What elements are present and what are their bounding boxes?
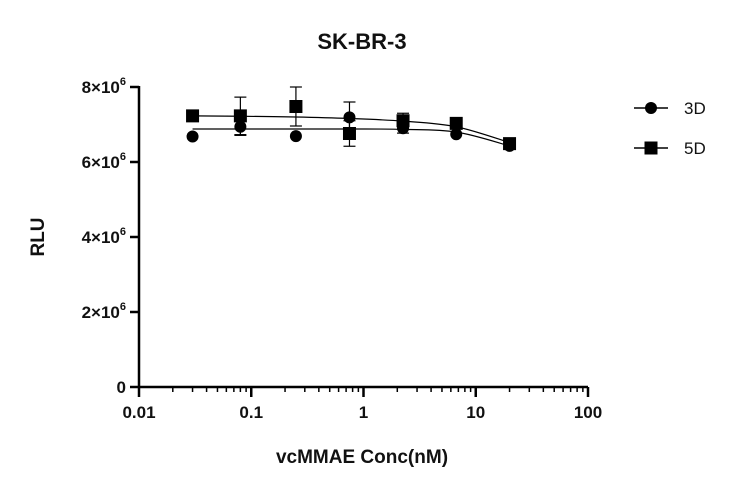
data-point-5d <box>233 109 247 123</box>
x-tick-label: 100 <box>574 403 602 422</box>
legend-label-3d: 3D <box>684 99 706 118</box>
data-point-5d <box>449 116 463 130</box>
data-point-3d <box>186 130 199 143</box>
legend-label-5d: 5D <box>684 139 706 158</box>
data-point-5d <box>396 114 410 128</box>
legend-marker-3d <box>645 102 657 114</box>
data-point-3d <box>450 128 463 141</box>
data-points <box>186 100 517 152</box>
legend: 3D 5D <box>634 99 706 158</box>
y-ticks: 0 2×106 4×106 6×106 8×106 <box>82 76 139 397</box>
x-tick-label: 0.1 <box>239 403 263 422</box>
data-point-5d <box>503 137 517 151</box>
y-tick-label: 0 <box>117 378 126 397</box>
data-point-5d <box>342 127 356 140</box>
x-tick-label: 10 <box>466 403 485 422</box>
data-point-3d <box>289 130 302 143</box>
data-point-3d <box>234 120 247 133</box>
x-tick-label: 1 <box>359 403 368 422</box>
y-tick-label: 2×106 <box>82 301 126 322</box>
x-axis-label: vcMMAE Conc(nM) <box>276 447 448 468</box>
y-tick-label: 4×106 <box>82 226 126 247</box>
legend-marker-5d <box>644 141 658 155</box>
data-point-3d <box>343 111 356 124</box>
y-tick-label: 6×106 <box>82 151 126 172</box>
x-tick-label: 0.01 <box>122 403 155 422</box>
chart-title: SK-BR-3 <box>317 29 406 54</box>
x-ticks: 0.01 0.1 1 10 100 <box>122 387 602 422</box>
data-point-5d <box>186 109 200 123</box>
y-tick-label: 8×106 <box>82 76 126 97</box>
data-point-5d <box>289 100 303 113</box>
y-axis-label: RLU <box>28 217 49 256</box>
